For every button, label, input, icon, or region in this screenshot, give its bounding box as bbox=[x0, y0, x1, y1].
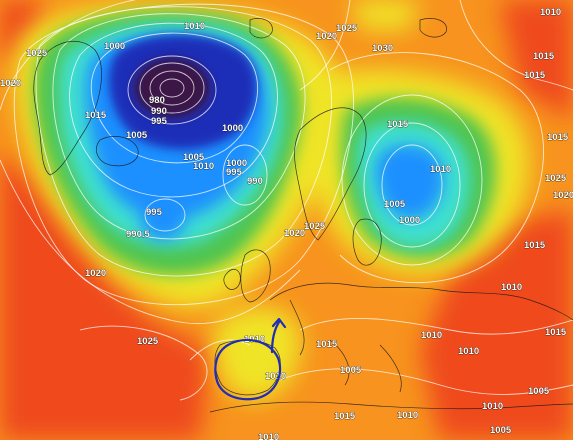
isobar-label: 1000 bbox=[222, 123, 243, 134]
isobar-label: 1010 bbox=[482, 401, 503, 412]
isobar-label: 1010 bbox=[458, 346, 479, 357]
coast-greenland bbox=[33, 41, 102, 176]
isobar-label: 1005 bbox=[528, 386, 550, 397]
isobar-label: 1010 bbox=[184, 21, 205, 32]
isobar-label: 1020 bbox=[284, 228, 305, 239]
isobar-label: 1005 bbox=[384, 199, 406, 210]
annotation-arrow-head bbox=[271, 317, 287, 329]
isobar-label: 1010 bbox=[258, 432, 279, 440]
isobar-label: 1020 bbox=[85, 268, 106, 279]
annotation-circle-arrow bbox=[214, 317, 287, 401]
isobar-label: 1005 bbox=[340, 365, 362, 376]
coast-iceland bbox=[96, 136, 139, 167]
isobar-label: 1020 bbox=[316, 31, 337, 42]
isobar-label: 1015 bbox=[387, 119, 409, 130]
isobar-label: 1015 bbox=[334, 411, 356, 422]
isobar-contours bbox=[0, 0, 573, 401]
isobar-label: 1010 bbox=[397, 410, 418, 421]
isobar-label: 1015 bbox=[524, 70, 546, 81]
isobar-label: 1000 bbox=[399, 215, 420, 226]
isobar-label: 1015 bbox=[547, 132, 569, 143]
isobar-label: 1010 bbox=[501, 282, 522, 293]
isobar-label: 1000 bbox=[104, 41, 125, 52]
isobar-label: 980 bbox=[149, 95, 165, 106]
isobar-label: 1015 bbox=[545, 327, 567, 338]
isobar-label: 1010 bbox=[540, 7, 561, 18]
coast-scandinavia bbox=[294, 107, 367, 241]
isobar-label: 1010 bbox=[421, 330, 442, 341]
isobar-label: 1005 bbox=[126, 130, 148, 141]
isobar-label: 1025 bbox=[137, 336, 159, 347]
isobar-label: 990.5 bbox=[126, 229, 150, 240]
isobar-label: 1025 bbox=[545, 173, 567, 184]
isobar-label: 1010 bbox=[430, 164, 451, 175]
isobar-label: 1025 bbox=[336, 23, 358, 34]
isobar-label: 990 bbox=[247, 176, 263, 187]
isobar-label: 1025 bbox=[26, 48, 48, 59]
isobar-label: 1030 bbox=[372, 43, 393, 54]
isobar-label: 1015 bbox=[316, 339, 338, 350]
coast-arctic-islands bbox=[249, 18, 447, 39]
isobar-label: 1010 bbox=[193, 161, 214, 172]
isobar-label: 1020 bbox=[0, 78, 21, 89]
isobar-label: 1000 bbox=[226, 158, 247, 169]
coast-north-africa bbox=[209, 401, 573, 413]
isobar-label: 995 bbox=[151, 116, 168, 127]
coast-baltic bbox=[352, 218, 382, 266]
annotation-arrow-shaft bbox=[270, 320, 281, 354]
isobar-label: 995 bbox=[146, 207, 163, 218]
isobar-labels: 1010 1020 1025 1000 1025 1030 1015 1015 … bbox=[0, 7, 573, 440]
isobar-label: 1015 bbox=[85, 110, 107, 121]
isobar-label: 1025 bbox=[304, 221, 326, 232]
isobar-label: 1010 bbox=[265, 371, 286, 382]
isobar-label: 1005 bbox=[183, 152, 205, 163]
isobar-label: 1015 bbox=[533, 51, 555, 62]
isobar-label: 1015 bbox=[524, 240, 546, 251]
isobar-label: 990 bbox=[151, 106, 167, 117]
coast-europe bbox=[269, 282, 573, 393]
annotation-circle bbox=[214, 338, 282, 401]
isobar-label: 1005 bbox=[490, 425, 512, 436]
isobar-label: 995 bbox=[226, 167, 243, 178]
field-low-core bbox=[134, 58, 210, 118]
coast-british-isles bbox=[223, 249, 271, 303]
isobar-label: 1020 bbox=[553, 190, 573, 201]
